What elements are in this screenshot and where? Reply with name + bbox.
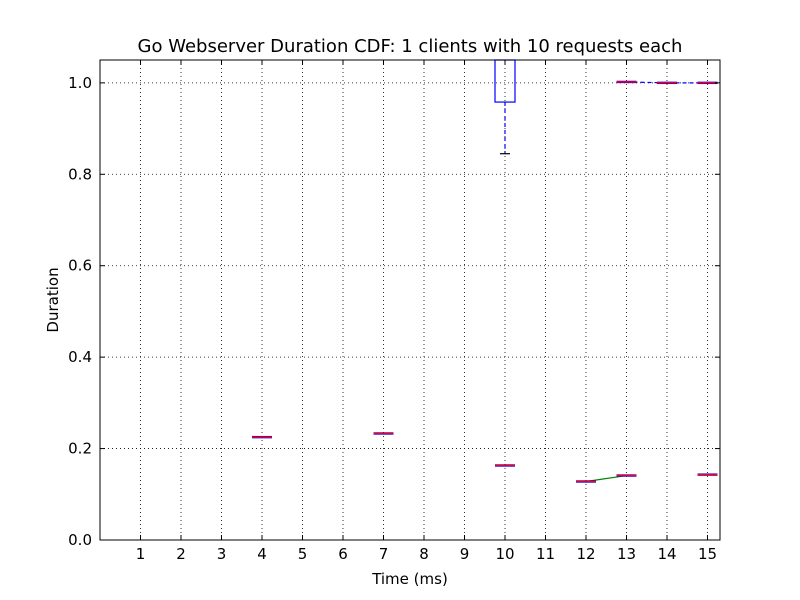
x-tick-label: 5	[298, 545, 308, 563]
y-tick-label: 0.8	[68, 165, 92, 183]
x-tick-label: 10	[495, 545, 514, 563]
x-tick-label: 9	[460, 545, 470, 563]
x-axis-label: Time (ms)	[371, 570, 448, 588]
y-tick-label: 0.0	[68, 531, 92, 549]
data-marks	[252, 59, 718, 483]
x-tick-label: 13	[617, 545, 636, 563]
box-body	[494, 59, 516, 103]
grid-lines	[100, 60, 720, 541]
y-tick-label: 1.0	[68, 74, 92, 92]
chart-title: Go Webserver Duration CDF: 1 clients wit…	[138, 36, 683, 57]
y-tick-label: 0.6	[68, 257, 92, 275]
y-tick-label: 0.2	[68, 440, 92, 458]
x-tick-label: 2	[176, 545, 186, 563]
y-axis-label: Duration	[44, 267, 62, 332]
x-tick-label: 14	[657, 545, 676, 563]
x-tick-label: 1	[136, 545, 146, 563]
axis-ticks: 1 2 3 4 5 6 7 8 9 10 11 12 13 14 150.00.20.40.60.81.0	[68, 60, 720, 563]
x-tick-label: 7	[379, 545, 389, 563]
x-tick-label: 11	[536, 545, 555, 563]
x-tick-label: 8	[419, 545, 429, 563]
x-tick-label: 15	[698, 545, 717, 563]
plot-frame	[99, 59, 721, 541]
x-tick-label: 4	[257, 545, 267, 563]
x-tick-label: 12	[576, 545, 595, 563]
y-tick-label: 0.4	[68, 348, 92, 366]
x-tick-label: 3	[217, 545, 227, 563]
x-tick-label: 6	[338, 545, 348, 563]
